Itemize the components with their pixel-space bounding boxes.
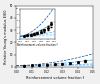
- X-axis label: Reinforcement volume fraction f: Reinforcement volume fraction f: [26, 76, 84, 80]
- Y-axis label: Relative Young's modulus E/E0: Relative Young's modulus E/E0: [4, 9, 8, 64]
